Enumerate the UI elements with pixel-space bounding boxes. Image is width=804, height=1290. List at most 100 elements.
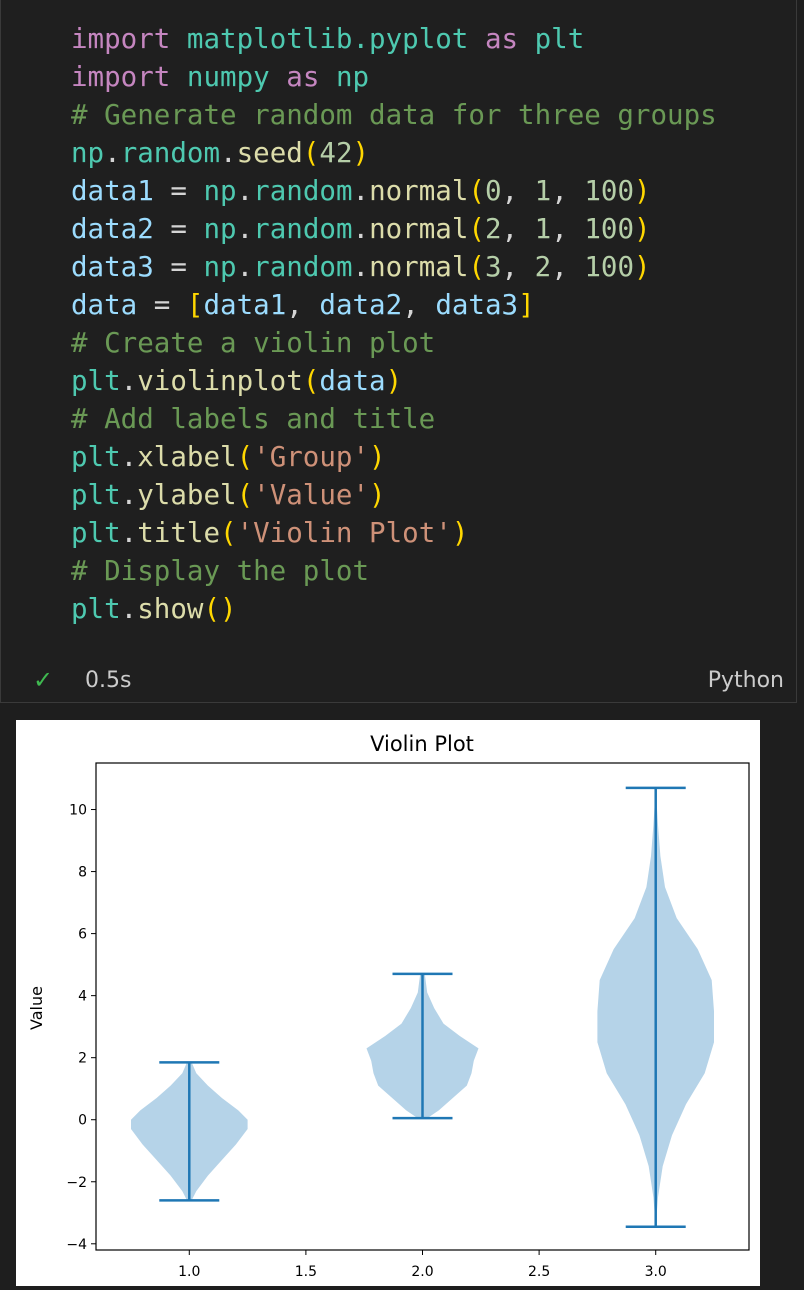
code-token: ) — [634, 251, 651, 283]
code-token: random — [253, 251, 353, 283]
code-token: plt — [534, 23, 585, 55]
plot-frame — [95, 762, 750, 1251]
code-token: ] — [518, 289, 535, 321]
code-token: random — [253, 175, 353, 207]
code-token: , — [286, 289, 320, 321]
code-token: = — [153, 251, 204, 283]
code-token: 1 — [534, 213, 552, 245]
code-token: , — [402, 289, 436, 321]
code-token: data — [319, 365, 386, 397]
code-token: random — [120, 137, 221, 169]
code-token: [ — [186, 289, 204, 321]
code-token: . — [352, 213, 370, 245]
code-token: , — [501, 213, 535, 245]
code-token: ( — [236, 479, 254, 511]
code-token — [319, 61, 336, 93]
y-tick-label: 4 — [78, 989, 87, 1005]
notebook-cell[interactable]: import matplotlib.pyplot as plt import nu… — [0, 0, 797, 703]
x-tick-label: 3.0 — [645, 1264, 667, 1280]
code-line[interactable]: # Generate random data for three groups — [71, 96, 717, 134]
code-token: . — [352, 175, 370, 207]
code-token: ) — [220, 593, 237, 625]
y-axis-label: Value — [27, 986, 46, 1030]
code-line[interactable]: plt.title('Violin Plot') — [71, 514, 717, 552]
code-line[interactable]: # Display the plot — [71, 552, 717, 590]
y-tick-label: −2 — [66, 1175, 87, 1191]
code-token: ( — [220, 517, 237, 549]
code-token: plt — [71, 593, 121, 625]
code-token — [170, 61, 187, 93]
code-line[interactable]: plt.xlabel('Group') — [71, 438, 717, 476]
code-token: np — [203, 213, 237, 245]
code-token: . — [220, 137, 237, 169]
code-token: plt — [71, 517, 121, 549]
code-line[interactable]: data3 = np.random.normal(3, 2, 100) — [71, 248, 717, 286]
cell-language-label[interactable]: Python — [707, 668, 784, 693]
code-token: . — [236, 251, 254, 283]
x-tick-label: 1.0 — [178, 1264, 200, 1280]
code-token: ) — [385, 365, 403, 397]
code-token: ( — [468, 213, 485, 245]
x-axis: 1.0 1.5 2.0 2.5 3.0 — [178, 1250, 667, 1280]
y-tick-label: 2 — [78, 1051, 87, 1067]
code-token: data3 — [435, 289, 519, 321]
code-line[interactable]: data2 = np.random.normal(2, 1, 100) — [71, 210, 717, 248]
y-axis: −4 −2 0 2 4 6 8 10 — [66, 803, 96, 1253]
code-line[interactable]: # Create a violin plot — [71, 324, 717, 362]
code-token: # Generate random data for three groups — [71, 99, 717, 131]
code-token — [170, 23, 187, 55]
code-token: ) — [634, 175, 651, 207]
code-line[interactable]: # Add labels and title — [71, 400, 717, 438]
code-line[interactable]: data = [data1, data2, data3] — [71, 286, 717, 324]
code-token: normal — [369, 175, 469, 207]
code-token: . — [120, 517, 138, 549]
code-token: ( — [468, 251, 485, 283]
code-token: 0 — [484, 175, 502, 207]
x-tick-label: 2.5 — [528, 1264, 550, 1280]
code-line[interactable]: import numpy as np — [71, 58, 717, 96]
code-editor[interactable]: import matplotlib.pyplot as plt import nu… — [71, 20, 717, 628]
code-token: , — [501, 175, 535, 207]
code-token: np — [203, 175, 237, 207]
code-token: data1 — [203, 289, 287, 321]
code-token: np — [335, 61, 370, 93]
x-tick-label: 2.0 — [411, 1264, 433, 1280]
code-line[interactable]: import matplotlib.pyplot as plt — [71, 20, 717, 58]
code-token: 100 — [584, 251, 635, 283]
code-line[interactable]: data1 = np.random.normal(0, 1, 100) — [71, 172, 717, 210]
code-token: plt — [71, 365, 121, 397]
code-token: show — [137, 593, 204, 625]
code-token: = — [153, 213, 204, 245]
code-token: ( — [302, 365, 320, 397]
code-token: ) — [369, 441, 386, 473]
code-token: , — [551, 175, 585, 207]
code-token: 'Value' — [253, 479, 370, 511]
code-token: ( — [468, 175, 485, 207]
y-tick-label: 10 — [69, 803, 87, 819]
code-line[interactable]: np.random.seed(42) — [71, 134, 717, 172]
code-token: data2 — [319, 289, 403, 321]
code-token: 1 — [534, 175, 552, 207]
code-token — [518, 23, 535, 55]
code-token: , — [501, 251, 535, 283]
code-token: ) — [352, 137, 370, 169]
code-token: as — [484, 23, 519, 55]
code-line[interactable]: plt.show() — [71, 590, 717, 628]
code-token: ) — [634, 213, 651, 245]
code-token: = — [153, 175, 204, 207]
y-tick-label: 0 — [78, 1113, 87, 1129]
code-token: data1 — [71, 175, 154, 207]
code-line[interactable]: plt.ylabel('Value') — [71, 476, 717, 514]
code-token: ( — [203, 593, 221, 625]
y-tick-label: −4 — [66, 1237, 87, 1253]
code-token: ( — [236, 441, 254, 473]
code-token: plt — [71, 479, 121, 511]
code-token: 'Group' — [253, 441, 370, 473]
y-tick-label: 6 — [78, 927, 87, 943]
code-token: . — [120, 441, 138, 473]
code-token: # Create a violin plot — [71, 327, 436, 359]
code-line[interactable]: plt.violinplot(data) — [71, 362, 717, 400]
violin-plot-chart: Violin Plot Value −4 −2 0 2 4 6 8 10 1.0 1.5 2.0 2… — [27, 732, 750, 1280]
code-token: # Add labels and title — [71, 403, 436, 435]
code-token: . — [352, 251, 370, 283]
